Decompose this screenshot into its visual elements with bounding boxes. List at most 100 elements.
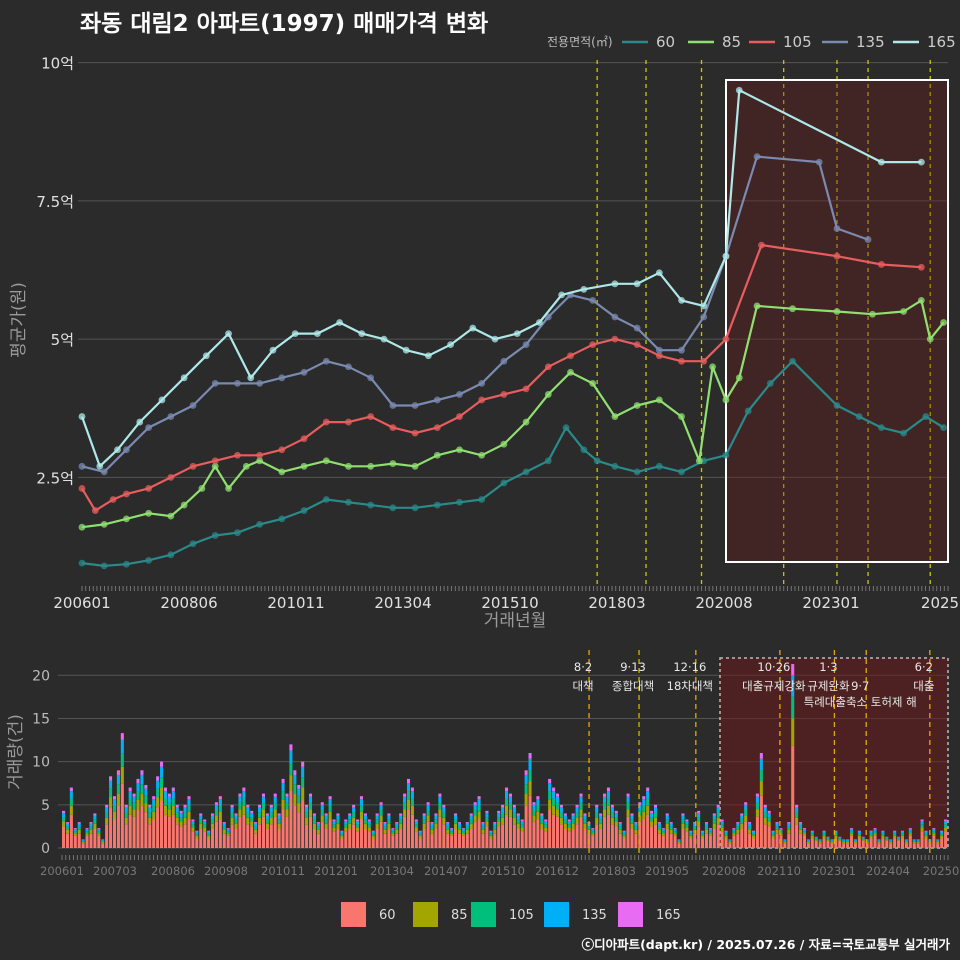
volume-bar-105: [171, 798, 175, 806]
volume-bar-105: [767, 817, 771, 822]
volume-bar-60: [853, 843, 857, 848]
volume-bar-105: [77, 826, 81, 830]
volume-bar-105: [846, 840, 850, 842]
volume-bar-135: [222, 823, 226, 827]
volume-bar-105: [897, 838, 901, 840]
volume-bar-165: [751, 830, 756, 832]
volume-bar-135: [802, 829, 807, 832]
volume-bar-105: [512, 812, 516, 818]
legend-title: 전용면적(㎡): [547, 35, 613, 49]
volume-bar-60: [230, 824, 234, 848]
legend-label-60: 60: [656, 33, 675, 51]
data-point-60: [100, 562, 108, 570]
volume-bar-105: [791, 696, 795, 719]
volume-bar-60: [340, 838, 344, 848]
volume-bar-135: [367, 821, 371, 825]
volume-bar-105: [838, 838, 842, 840]
volume-bar-60: [308, 816, 313, 848]
volume-bar-105: [203, 824, 207, 828]
volume-bar-60: [724, 838, 728, 848]
volume-bar-85: [218, 811, 222, 820]
volume-bar-105: [595, 812, 599, 818]
volume-bar-105: [661, 831, 665, 834]
data-point-165: [247, 374, 255, 382]
volume-bar-60: [371, 838, 375, 848]
volume-bar-85: [728, 841, 732, 844]
volume-bar-165: [328, 796, 332, 800]
volume-bar-85: [132, 809, 136, 817]
data-point-60: [922, 413, 930, 420]
data-point-85: [633, 402, 641, 409]
volume-bar-85: [512, 817, 516, 825]
volume-bar-135: [105, 807, 109, 813]
volume-bar-165: [810, 830, 814, 832]
data-point-60: [655, 462, 663, 470]
volume-bar-165: [869, 830, 873, 832]
volume-bar-85: [830, 841, 834, 844]
data-point-85: [225, 485, 232, 492]
volume-bar-60: [603, 816, 607, 848]
volume-bar-105: [105, 812, 109, 818]
volume-bar-85: [716, 817, 720, 825]
volume-bar-105: [591, 831, 595, 834]
volume-bar-85: [799, 829, 803, 834]
volume-bar-165: [473, 802, 477, 805]
data-point-60: [211, 532, 219, 539]
volume-bar-135: [814, 837, 818, 839]
volume-bar-135: [136, 783, 140, 792]
volume-bar-135: [924, 831, 928, 834]
volume-bar-105: [187, 805, 191, 812]
volume-bar-135: [454, 815, 458, 820]
volume-bar-135: [516, 815, 520, 820]
volume-bar-85: [199, 823, 203, 829]
volume-bar-85: [187, 811, 191, 820]
volume-bar-165: [693, 822, 697, 824]
volume-bar-135: [724, 831, 728, 834]
volume-bar-60: [626, 816, 630, 848]
volume-bar-85: [544, 827, 548, 832]
volume-bar-85: [567, 827, 571, 832]
volume-y-tick: 10: [32, 755, 50, 771]
volume-bar-60: [638, 821, 642, 848]
volume-bar-165: [171, 787, 175, 792]
data-point-60: [433, 501, 441, 509]
volume-bar-165: [681, 813, 685, 816]
volume-bar-60: [936, 843, 940, 848]
volume-bar-60: [716, 824, 720, 848]
volume-bar-165: [101, 839, 105, 840]
volume-bar-105: [830, 840, 834, 842]
volume-bar-135: [865, 839, 869, 841]
volume-bar-85: [908, 833, 912, 836]
volume-bar-105: [371, 833, 375, 836]
volume-bar-85: [708, 833, 712, 836]
volume-bar-135: [693, 823, 697, 827]
volume-bar-105: [367, 824, 371, 828]
volume-bar-165: [661, 828, 665, 830]
volume-bar-105: [461, 831, 465, 834]
volume-bar-105: [634, 826, 638, 830]
volume-bar-60: [363, 829, 367, 848]
volume-bar-135: [85, 829, 89, 832]
volume-bar-105: [689, 833, 693, 836]
data-point-105: [389, 424, 397, 432]
volume-bar-165: [665, 813, 669, 816]
volume-bar-105: [826, 838, 830, 840]
data-point-105: [167, 473, 175, 481]
volume-bar-105: [740, 819, 744, 824]
volume-bar-105: [273, 802, 277, 810]
volume-bar-85: [865, 841, 869, 844]
volume-bar-165: [842, 839, 846, 840]
x-tick-label: 2025: [921, 594, 959, 612]
data-point-85: [753, 302, 761, 310]
policy-text: 규제완화: [807, 679, 850, 693]
volume-legend-swatch-135: [544, 902, 569, 927]
volume-bar-85: [614, 821, 618, 827]
volume-bar-60: [842, 843, 846, 848]
data-point-85: [433, 451, 441, 459]
volume-bar-85: [849, 833, 854, 836]
data-point-135: [633, 324, 641, 332]
volume-bar-85: [62, 821, 66, 827]
volume-bar-60: [889, 843, 893, 848]
volume-bar-105: [630, 819, 634, 824]
volume-bar-60: [226, 835, 230, 848]
